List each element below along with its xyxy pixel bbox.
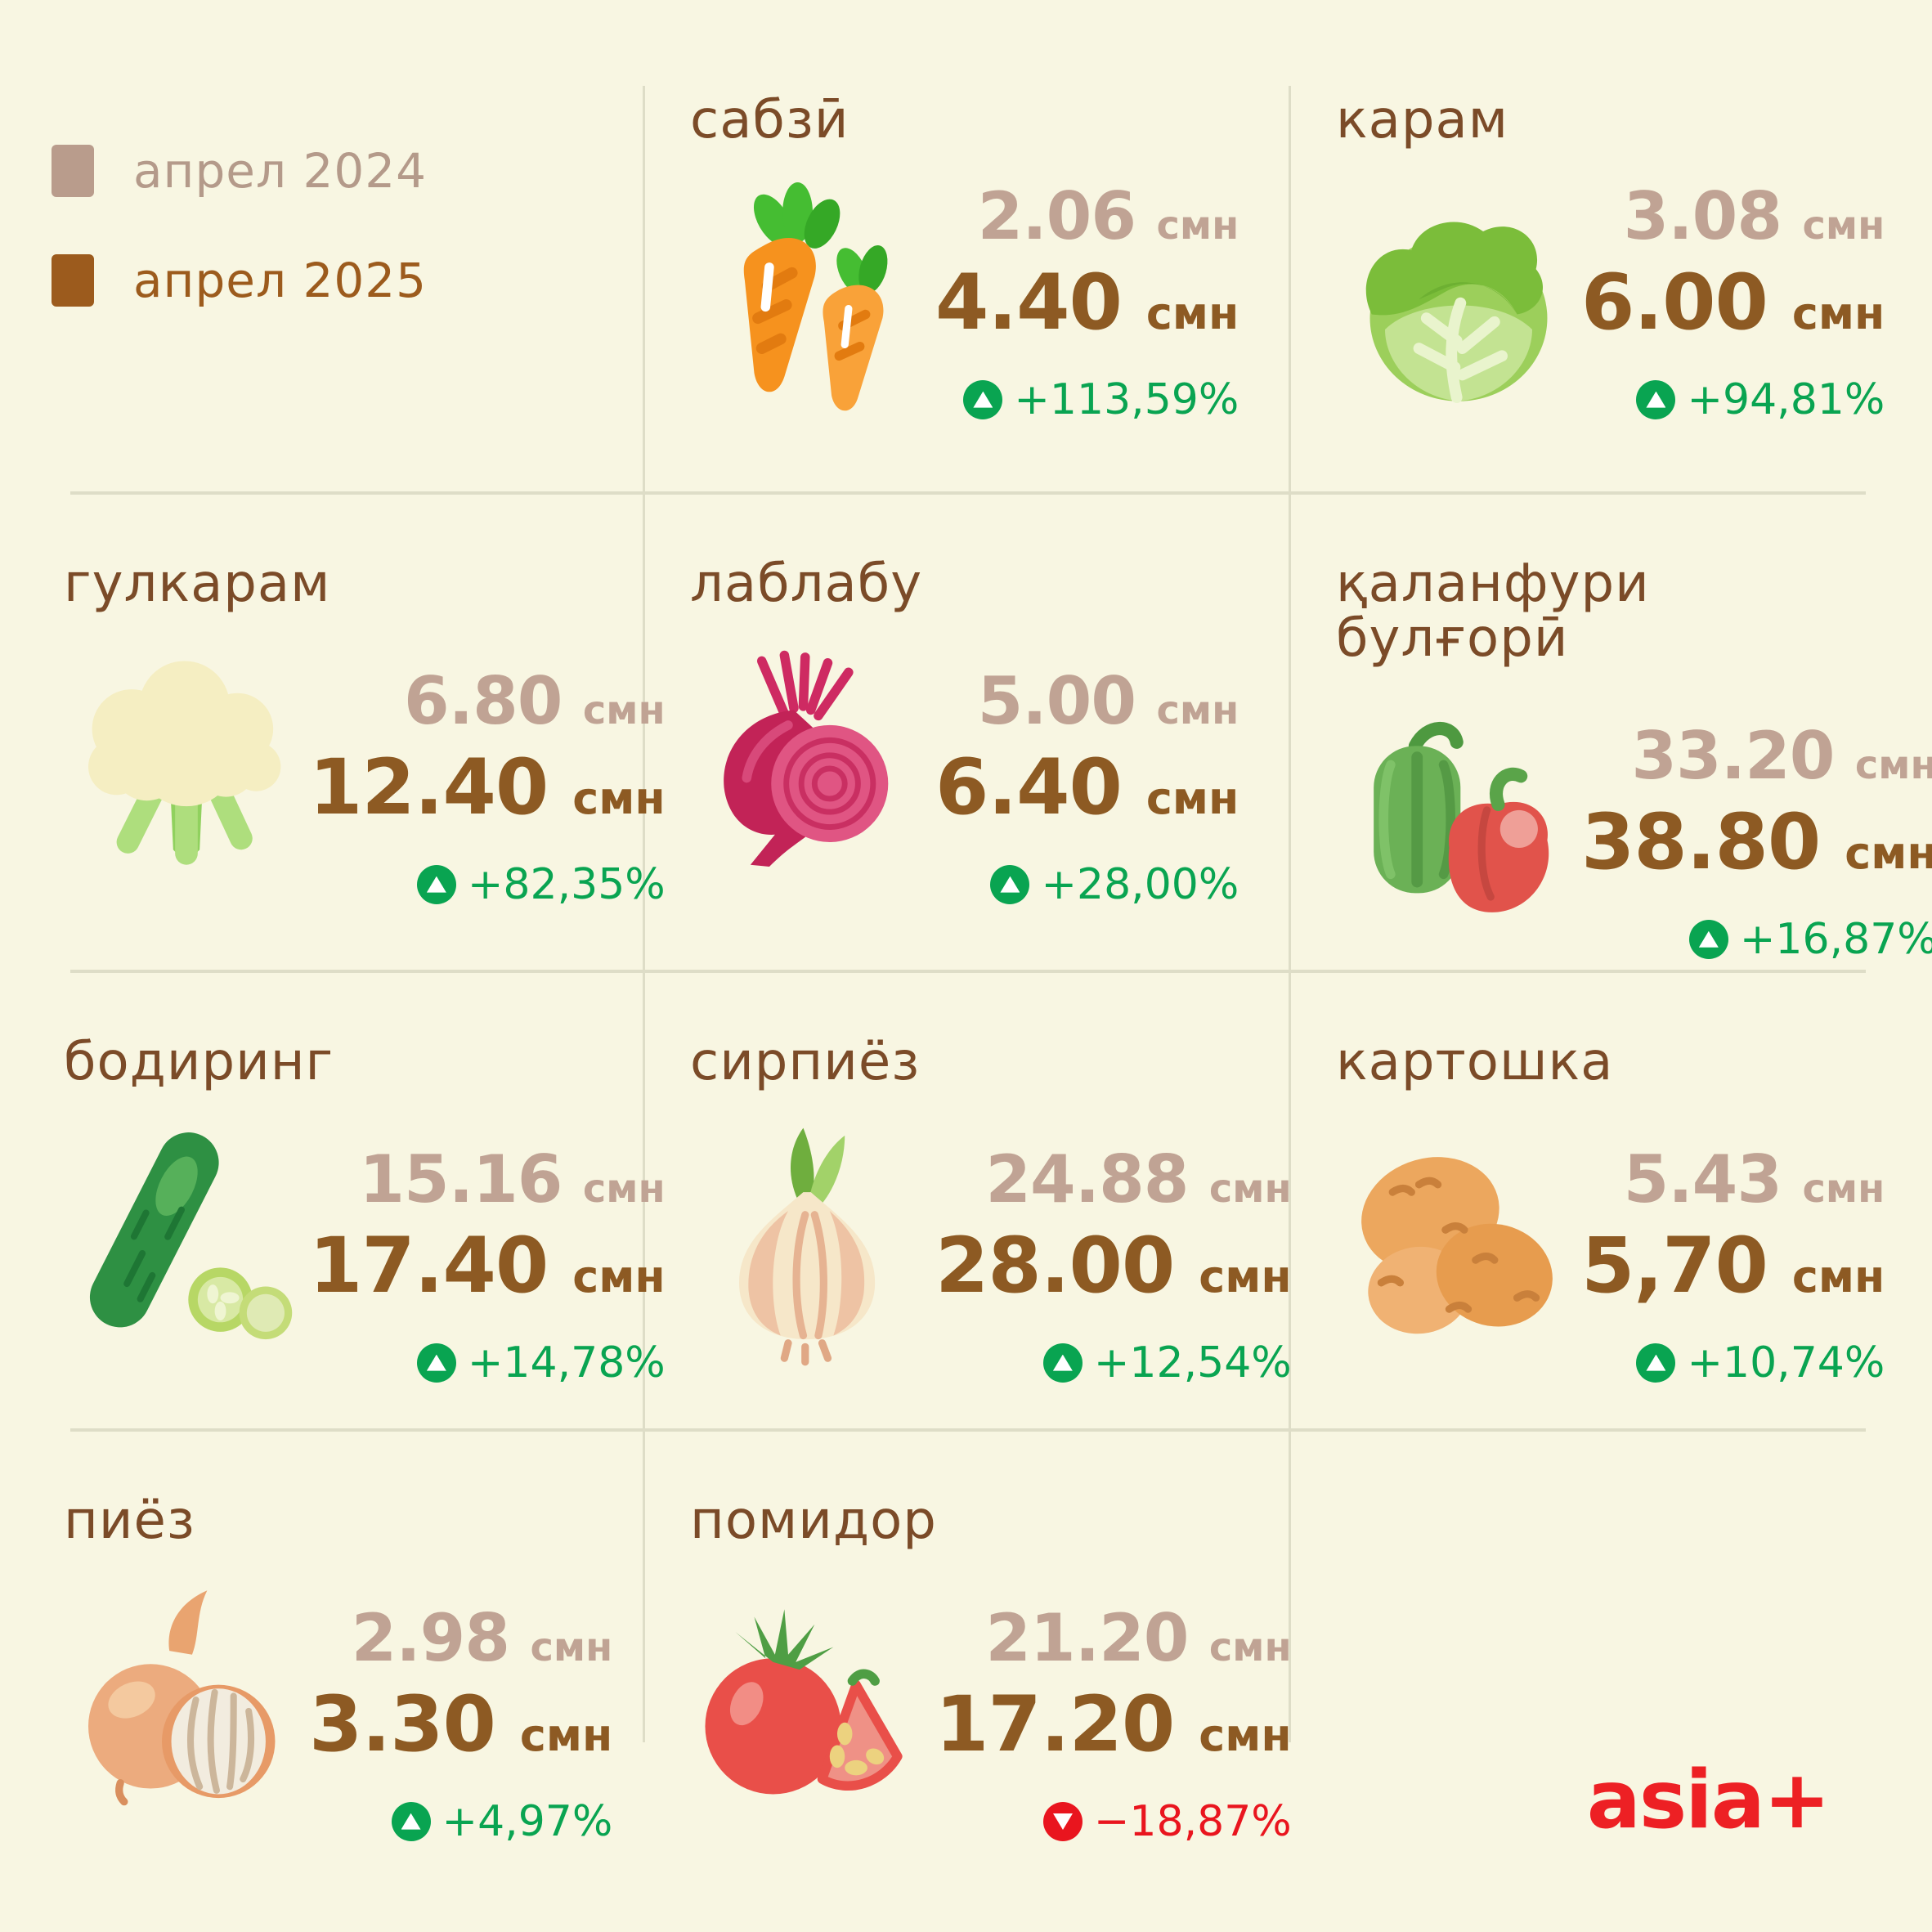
- vegetable-name: гулкарам: [64, 554, 331, 614]
- up-arrow-icon: [416, 864, 456, 904]
- row-divider: [70, 491, 1866, 495]
- change-row: +113,59%: [935, 375, 1239, 424]
- card-garlic: сирпиёз: [643, 970, 1292, 1428]
- cucumber-icon: [64, 1124, 309, 1369]
- bell-pepper-icon: [1336, 701, 1581, 946]
- onion-icon: [64, 1583, 309, 1828]
- beetroot-icon: [690, 646, 935, 891]
- card-potato: картошка 5.43 смн: [1289, 970, 1885, 1428]
- price-2025: 12.40 смн: [309, 743, 666, 833]
- price-2024: 5.00 смн: [977, 663, 1239, 740]
- price-2024: 33.20 смн: [1631, 718, 1932, 795]
- price-2025: 17.40 смн: [309, 1222, 666, 1311]
- up-arrow-icon: [963, 379, 1003, 419]
- vegetable-name: лаблабу: [690, 554, 923, 614]
- asia-plus-logo: asia+: [1586, 1754, 1831, 1847]
- cauliflower-icon: [64, 646, 309, 891]
- vegetable-name: помидор: [690, 1490, 937, 1551]
- garlic-icon: [690, 1124, 935, 1369]
- vegetable-name: картошка: [1336, 1032, 1614, 1092]
- up-arrow-icon: [1042, 1343, 1083, 1383]
- change-percent: +14,78%: [467, 1338, 666, 1387]
- column-divider: [643, 86, 645, 1742]
- change-percent: +4,97%: [442, 1796, 613, 1846]
- cards-grid: апрел 2024 апрел 2025 сабзӣ: [52, 57, 1932, 1866]
- legend-label-2025: апрел 2025: [133, 253, 428, 308]
- price-2025: 6.40 смн: [935, 743, 1239, 833]
- change-percent: +82,35%: [467, 859, 666, 909]
- legend-label-2024: апрел 2024: [133, 143, 428, 199]
- price-2025: 28.00 смн: [935, 1222, 1292, 1311]
- price-2025: 4.40 смн: [935, 258, 1239, 348]
- change-percent: +94,81%: [1687, 374, 1885, 424]
- price-2024: 5.43 смн: [1623, 1141, 1885, 1218]
- change-row: +94,81%: [1581, 375, 1885, 424]
- up-arrow-icon: [416, 1343, 456, 1383]
- price-2024: 21.20 смн: [985, 1600, 1292, 1677]
- change-percent: +10,74%: [1687, 1338, 1885, 1387]
- change-row: −18,87%: [935, 1797, 1292, 1846]
- price-2025: 6.00 смн: [1581, 258, 1885, 348]
- card-tomato: помидор: [643, 1428, 1292, 1866]
- price-2024: 2.06 смн: [977, 178, 1239, 255]
- vegetable-name: бодиринг: [64, 1032, 334, 1092]
- up-arrow-icon: [1688, 919, 1728, 959]
- cabbage-icon: [1336, 182, 1581, 428]
- row-divider: [70, 970, 1866, 973]
- up-arrow-icon: [990, 864, 1030, 904]
- legend-item-2024: апрел 2024: [52, 143, 610, 199]
- price-2024: 24.88 смн: [985, 1141, 1292, 1218]
- price-2025: 5,70 смн: [1581, 1222, 1885, 1311]
- vegetable-name: пиёз: [64, 1490, 195, 1551]
- price-2024: 2.98 смн: [351, 1600, 613, 1677]
- change-row: +14,78%: [309, 1338, 666, 1387]
- legend-swatch-2025: [52, 254, 94, 307]
- card-bell-pepper: қаланфури булғорӣ: [1289, 491, 1932, 970]
- change-percent: +28,00%: [1041, 859, 1239, 909]
- tomato-icon: [690, 1583, 935, 1828]
- card-beetroot: лаблабу 5.00: [643, 491, 1289, 970]
- change-percent: +113,59%: [1014, 374, 1239, 424]
- price-2024: 3.08 смн: [1623, 178, 1885, 255]
- down-arrow-icon: [1042, 1801, 1083, 1841]
- price-2024: 15.16 смн: [359, 1141, 666, 1218]
- change-percent: −18,87%: [1093, 1796, 1292, 1846]
- card-cucumber: бодиринг: [64, 970, 666, 1428]
- card-carrot: сабзӣ: [643, 57, 1289, 491]
- card-onion: пиёз: [64, 1428, 643, 1866]
- vegetable-name: карам: [1336, 90, 1508, 150]
- price-2025: 17.20 смн: [935, 1680, 1292, 1770]
- change-percent: +16,87%: [1739, 914, 1932, 964]
- potato-icon: [1336, 1124, 1581, 1369]
- change-row: +82,35%: [309, 860, 666, 909]
- card-cabbage: карам: [1289, 57, 1885, 491]
- row-divider: [70, 1428, 1866, 1432]
- vegetable-name: сирпиёз: [690, 1032, 921, 1092]
- change-row: +16,87%: [1581, 915, 1932, 964]
- price-2025: 38.80 смн: [1581, 798, 1932, 888]
- up-arrow-icon: [1636, 379, 1676, 419]
- legend-swatch-2024: [52, 145, 94, 197]
- vegetable-name: сабзӣ: [690, 90, 849, 150]
- legend: апрел 2024 апрел 2025: [52, 57, 643, 491]
- change-row: +4,97%: [309, 1797, 612, 1846]
- change-row: +12,54%: [935, 1338, 1292, 1387]
- carrot-icon: [690, 182, 935, 428]
- brand-area: asia+: [1289, 1428, 1866, 1866]
- column-divider: [1289, 86, 1291, 1742]
- change-percent: +12,54%: [1093, 1338, 1292, 1387]
- up-arrow-icon: [1636, 1343, 1676, 1383]
- change-row: +10,74%: [1581, 1338, 1885, 1387]
- vegetable-name: қаланфури булғорӣ: [1336, 554, 1650, 670]
- legend-item-2025: апрел 2025: [52, 253, 610, 308]
- price-2025: 3.30 смн: [309, 1680, 613, 1770]
- up-arrow-icon: [391, 1801, 431, 1841]
- price-2024: 6.80 смн: [404, 663, 666, 740]
- change-row: +28,00%: [935, 860, 1239, 909]
- card-cauliflower: гулкарам: [64, 491, 666, 970]
